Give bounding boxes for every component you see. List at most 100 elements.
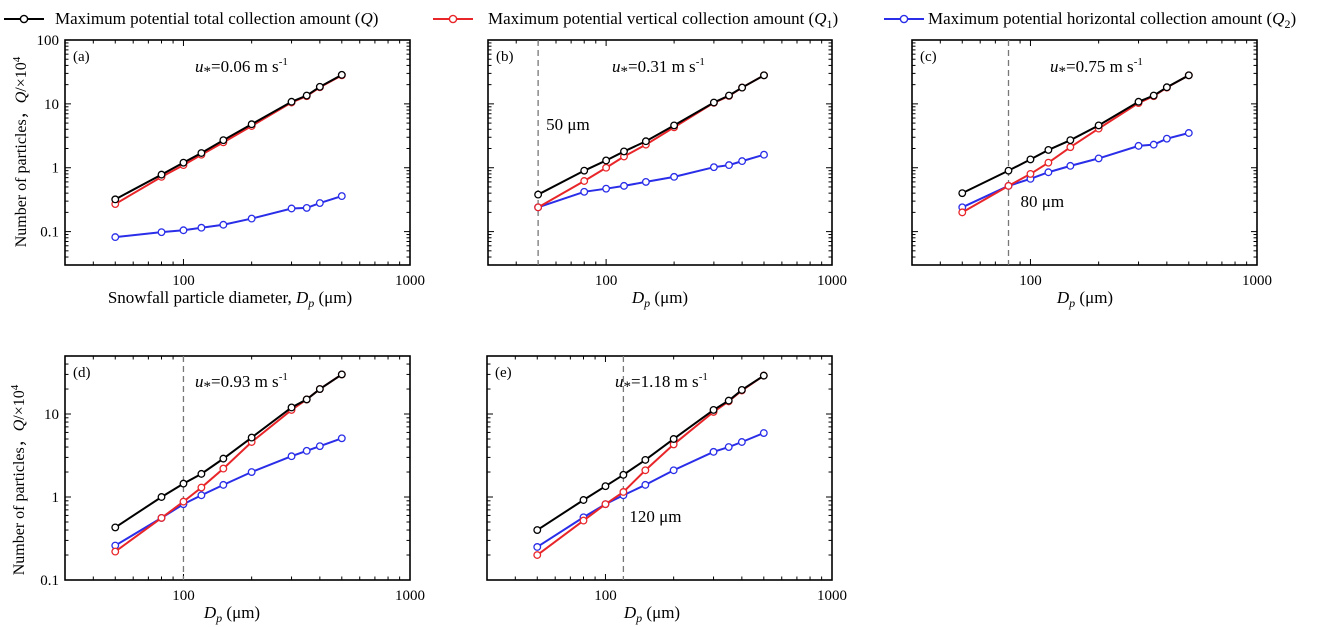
data-point-total (759, 371, 768, 380)
data-point-horizontal (157, 228, 166, 237)
data-point-total (709, 98, 718, 107)
panel-a: 100 1000 0.1 1 10 100 (a) u*=0.06 m s-1 (37, 33, 426, 289)
data-point-horizontal (1066, 161, 1075, 170)
data-point-horizontal (1149, 140, 1158, 149)
y-tick-label: 0.1 (40, 573, 59, 589)
data-point-vertical (1044, 158, 1053, 167)
x-tick-label: 100 (172, 588, 195, 604)
data-point-vertical (619, 488, 628, 496)
x-tick-label: 1000 (395, 273, 425, 289)
data-point-vertical (601, 500, 610, 509)
data-point-total (1094, 121, 1103, 130)
x-tick-label: 100 (172, 273, 195, 289)
x-tick-label: 1000 (817, 588, 847, 604)
data-point-total (580, 166, 589, 175)
data-point-total (601, 482, 610, 491)
data-point-total (760, 71, 768, 80)
panel-label: (d) (73, 365, 91, 381)
legend-marker-horizontal (899, 14, 909, 24)
y-tick-label: 1 (52, 490, 60, 506)
data-point-horizontal (337, 434, 346, 443)
data-point-horizontal (737, 438, 746, 446)
data-point-horizontal (709, 447, 718, 456)
data-point-total (1044, 145, 1053, 154)
data-point-horizontal (724, 443, 733, 451)
data-point-horizontal (302, 203, 311, 212)
series-line-total (114, 73, 343, 201)
data-point-horizontal (670, 172, 679, 181)
data-point-total (1004, 166, 1013, 175)
panel-c: 100 1000 80 μm (c) u*=0.75 m s-1 (911, 39, 1272, 289)
data-point-vertical (579, 516, 588, 525)
series-line-total (114, 373, 343, 529)
series-line-horizontal (536, 432, 765, 548)
threshold-label: 50 μm (546, 115, 590, 134)
data-point-total (247, 120, 256, 129)
data-point-horizontal (197, 491, 206, 500)
legend: Maximum potential total collection amoun… (4, 9, 1296, 31)
legend-marker-total (19, 14, 29, 24)
data-point-total (533, 526, 542, 534)
data-point-total (620, 147, 628, 156)
data-point-total (1134, 97, 1143, 106)
data-point-total (197, 149, 206, 157)
x-axis-title-e: Dp (μm) (623, 603, 680, 625)
data-point-total (641, 137, 650, 146)
data-point-horizontal (287, 452, 296, 461)
data-point-total (302, 91, 311, 100)
data-point-total (157, 170, 166, 179)
data-point-vertical (1066, 143, 1075, 152)
panel-b: 100 1000 50 μm (b) u*=0.31 m s-1 (487, 39, 847, 289)
data-point-horizontal (738, 157, 747, 166)
plot-frame (487, 39, 833, 266)
data-point-total (737, 385, 746, 394)
data-point-horizontal (620, 181, 628, 190)
data-point-vertical (179, 497, 188, 506)
panel-e: 100 1000 120 μm (e) u*=1.18 m s-1 (486, 355, 847, 604)
data-point-total (287, 97, 296, 106)
data-point-vertical (1026, 169, 1035, 178)
legend-label-vertical: Maximum potential vertical collection am… (488, 9, 838, 31)
data-point-horizontal (111, 233, 120, 242)
series-line-total (537, 74, 765, 196)
data-point-total (197, 469, 206, 478)
data-point-total (619, 470, 628, 479)
data-point-total (958, 189, 967, 198)
y-axis-title-top: Number of particles，Q/×104 (11, 56, 30, 247)
data-point-total (219, 454, 228, 463)
data-point-total (602, 156, 611, 165)
data-point-total (641, 455, 650, 464)
y-tick-label: 0.1 (40, 225, 59, 241)
data-point-horizontal (197, 223, 206, 232)
x-tick-label: 100 (1019, 273, 1042, 289)
data-point-horizontal (247, 468, 256, 476)
y-tick-label: 100 (37, 33, 60, 49)
plot-frame (911, 39, 1258, 266)
data-point-total (709, 405, 718, 414)
data-point-total (534, 190, 543, 199)
data-point-horizontal (709, 163, 718, 172)
friction-velocity-label: u*=1.18 m s-1 (615, 371, 708, 395)
y-axis-title-bottom: Number of particles，Q/×104 (9, 384, 28, 575)
data-point-vertical (111, 547, 120, 556)
x-axis-title-d: Dp (μm) (203, 603, 260, 625)
legend-entry-vertical: Maximum potential vertical collection am… (433, 9, 838, 31)
data-point-horizontal (1162, 134, 1171, 143)
data-point-total (724, 396, 733, 405)
data-point-vertical (958, 208, 967, 217)
series-line-horizontal (537, 153, 765, 209)
data-point-vertical (641, 466, 650, 475)
data-point-vertical (533, 551, 542, 559)
plot-frame (64, 355, 411, 581)
data-point-total (579, 496, 588, 504)
y-tick-label: 10 (44, 407, 59, 423)
threshold-label: 120 μm (629, 507, 681, 526)
data-point-horizontal (302, 446, 311, 455)
series-line-total (536, 374, 765, 531)
data-point-horizontal (641, 177, 650, 186)
data-point-total (287, 403, 296, 412)
data-point-horizontal (247, 214, 256, 223)
data-point-horizontal (315, 199, 324, 207)
x-tick-label: 1000 (395, 588, 425, 604)
